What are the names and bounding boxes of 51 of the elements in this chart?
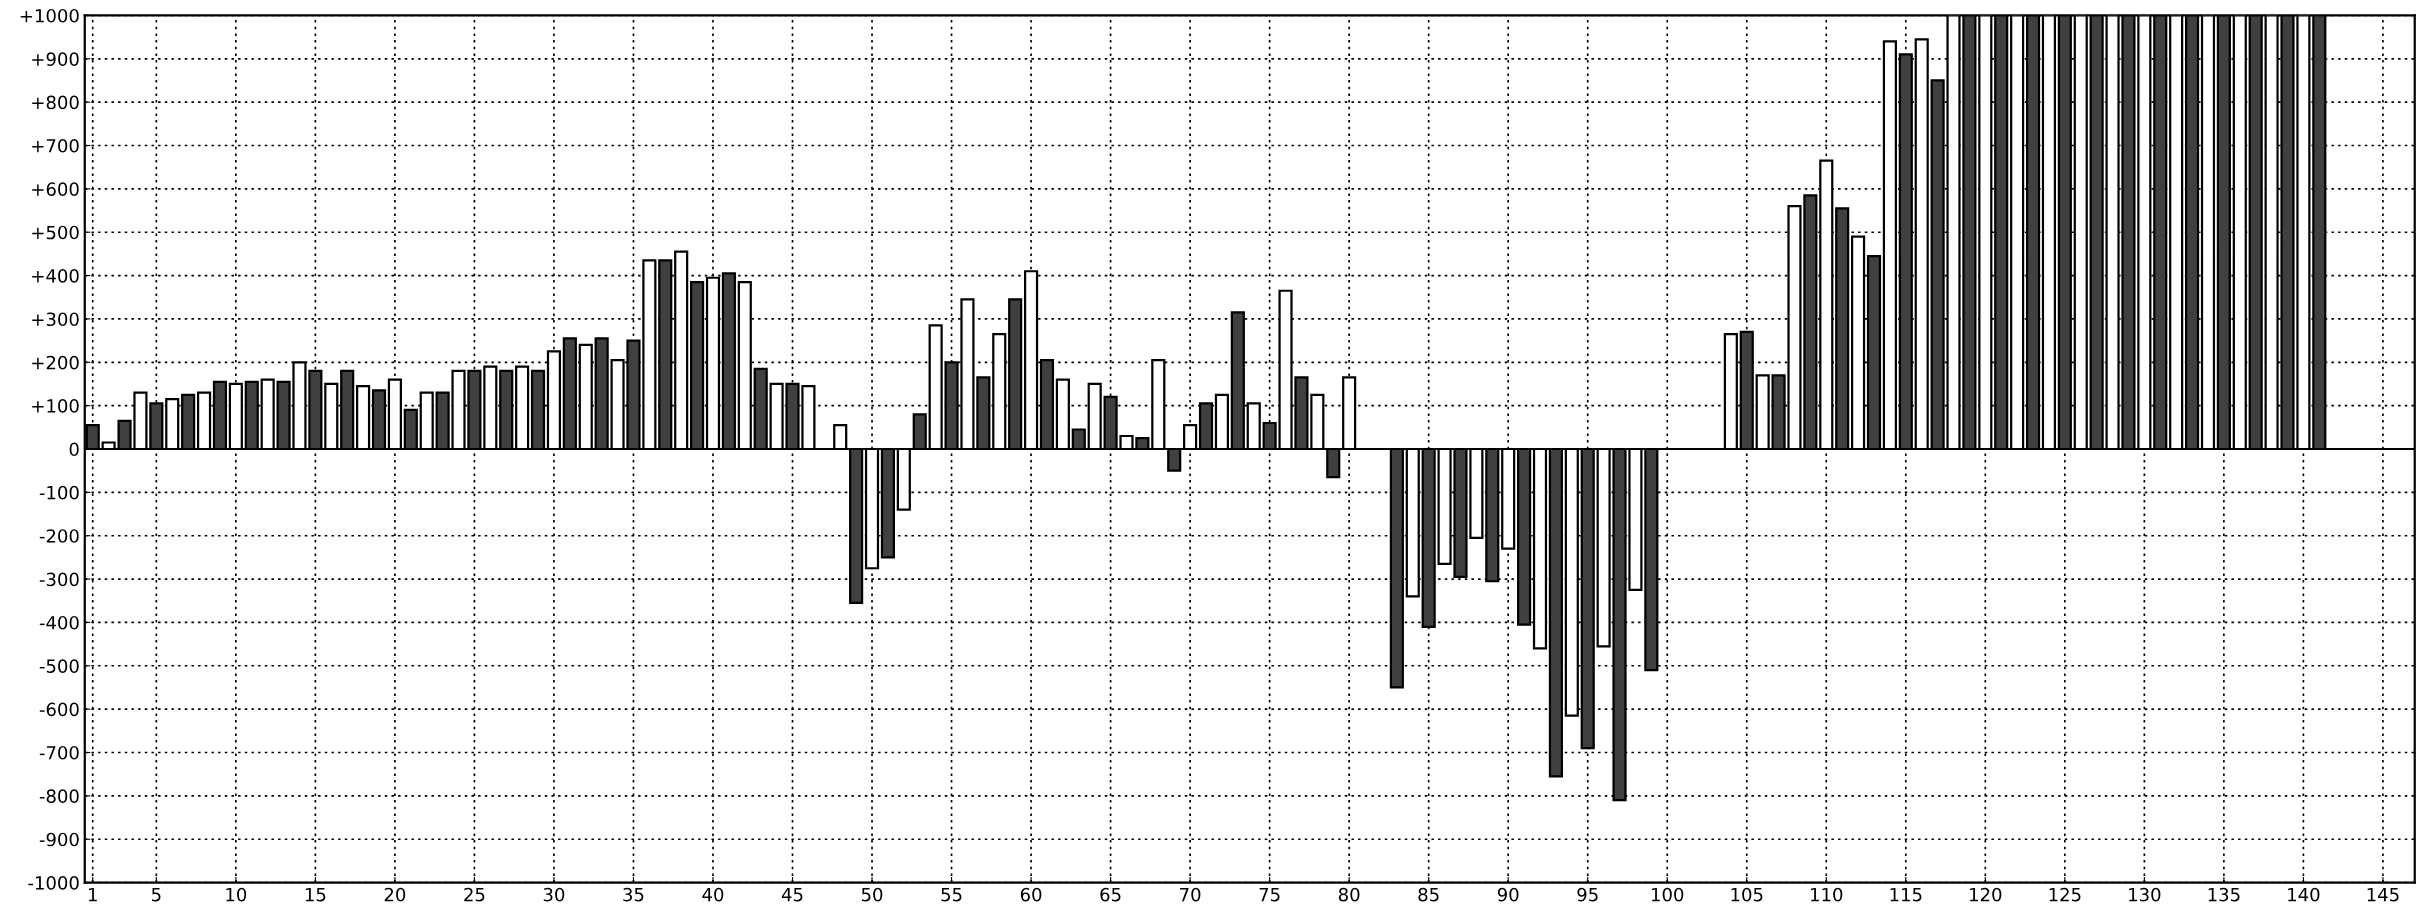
x-tick-label: 90: [1497, 887, 1519, 902]
x-tick-label: 70: [1180, 887, 1201, 902]
y-tick-label: -900: [39, 832, 79, 847]
y-tick-label: +500: [32, 225, 79, 240]
x-tick-label: 115: [1890, 887, 1922, 902]
x-tick-label: 50: [861, 887, 883, 902]
y-tick-label: 0: [69, 442, 79, 457]
x-tick-label: 5: [151, 887, 161, 902]
x-tick-label: 25: [464, 887, 485, 902]
y-tick-label: +800: [32, 95, 79, 110]
x-tick-label: 80: [1338, 887, 1360, 902]
y-tick-label: -800: [39, 789, 79, 803]
x-tick-label: 45: [781, 887, 803, 902]
y-tick-label: -100: [39, 485, 79, 500]
x-tick-label: 60: [1020, 887, 1042, 902]
y-tick-label: +600: [32, 182, 79, 196]
y-tick-label: +900: [32, 52, 79, 66]
x-tick-label: 40: [702, 887, 724, 902]
y-tick-label: -400: [39, 615, 79, 630]
y-tick-label: -1000: [28, 876, 79, 890]
x-tick-label: 95: [1577, 887, 1598, 902]
x-tick-label: 120: [1970, 887, 2002, 902]
y-tick-label: +1000: [20, 8, 79, 23]
y-tick-label: +100: [32, 399, 79, 413]
x-tick-label: 20: [384, 887, 406, 902]
x-tick-label: 35: [623, 887, 644, 902]
y-tick-label: +300: [32, 312, 79, 327]
x-tick-label: 55: [941, 887, 962, 902]
x-tick-label: 130: [2129, 887, 2161, 902]
y-tick-label: -500: [39, 659, 79, 673]
y-tick-label: -200: [39, 529, 79, 543]
y-tick-label: -300: [39, 572, 79, 587]
y-tick-label: +400: [32, 269, 79, 283]
x-tick-label: 75: [1259, 887, 1280, 902]
x-tick-label: 145: [2367, 887, 2399, 902]
x-tick-label: 110: [1811, 887, 1843, 902]
x-tick-label: 140: [2288, 887, 2320, 902]
x-tick-label: 85: [1418, 887, 1439, 902]
x-tick-label: 65: [1100, 887, 1121, 902]
x-tick-label: 125: [2049, 887, 2081, 902]
x-tick-label: 135: [2208, 887, 2240, 902]
y-tick-label: -600: [39, 702, 79, 717]
x-tick-label: 100: [1651, 887, 1684, 902]
x-tick-label: 30: [543, 887, 565, 902]
x-tick-label: 10: [226, 887, 247, 902]
y-tick-label: +700: [32, 138, 79, 153]
x-tick-label: 15: [305, 887, 326, 902]
y-tick-label: -700: [39, 745, 79, 760]
x-tick-label: 105: [1731, 887, 1763, 902]
x-tick-label: 1: [88, 887, 97, 902]
y-tick-label: +200: [32, 355, 79, 370]
